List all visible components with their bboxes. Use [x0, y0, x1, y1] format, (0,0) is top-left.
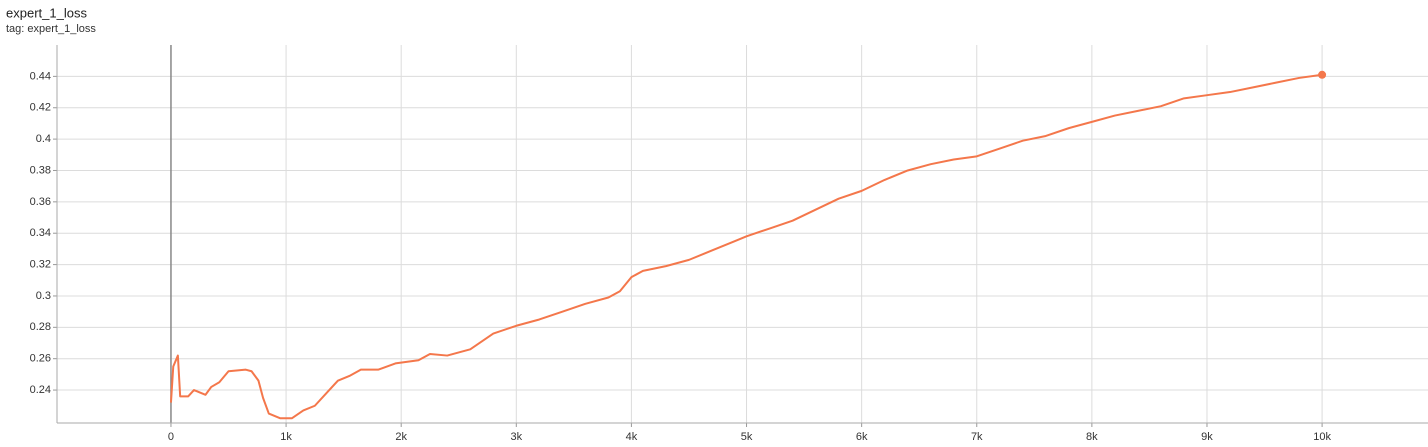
line-series	[169, 73, 1323, 420]
x-tick-label: 7k	[971, 431, 983, 443]
y-tick-label: 0.36	[30, 196, 51, 208]
y-tick-label: 0.42	[30, 102, 51, 114]
plot-area: 0.24 0.26 0.28 0.3 0.32 0.34 0.36 0.38 0.4 0.42 0.…	[30, 45, 1428, 443]
y-tick-label: 0.32	[30, 258, 51, 270]
y-tick-label: 0.26	[30, 353, 51, 365]
y-tick-label: 0.4	[36, 133, 51, 145]
x-tick-label: 6k	[856, 431, 868, 443]
x-tick-label: 10k	[1313, 431, 1331, 443]
chart-subtitle: tag: expert_1_loss	[6, 23, 96, 35]
y-tick-label: 0.38	[30, 164, 51, 176]
x-tick-label: 8k	[1086, 431, 1098, 443]
x-tick-label: 0	[168, 431, 174, 443]
y-tick-label: 0.3	[36, 290, 51, 302]
last-point	[1318, 70, 1327, 79]
y-tick-label: 0.28	[30, 321, 51, 333]
y-tick-label: 0.24	[30, 384, 51, 396]
x-tick-label: 9k	[1201, 431, 1213, 443]
x-tick-label: 3k	[510, 431, 522, 443]
x-tick-label: 4k	[626, 431, 638, 443]
x-tick-label: 5k	[741, 431, 753, 443]
chart-title: expert_1_loss	[6, 5, 87, 20]
x-tick-label: 2k	[395, 431, 407, 443]
y-tick-label: 0.34	[30, 227, 51, 239]
x-tick-label: 1k	[280, 431, 292, 443]
y-tick-label: 0.44	[30, 70, 51, 82]
